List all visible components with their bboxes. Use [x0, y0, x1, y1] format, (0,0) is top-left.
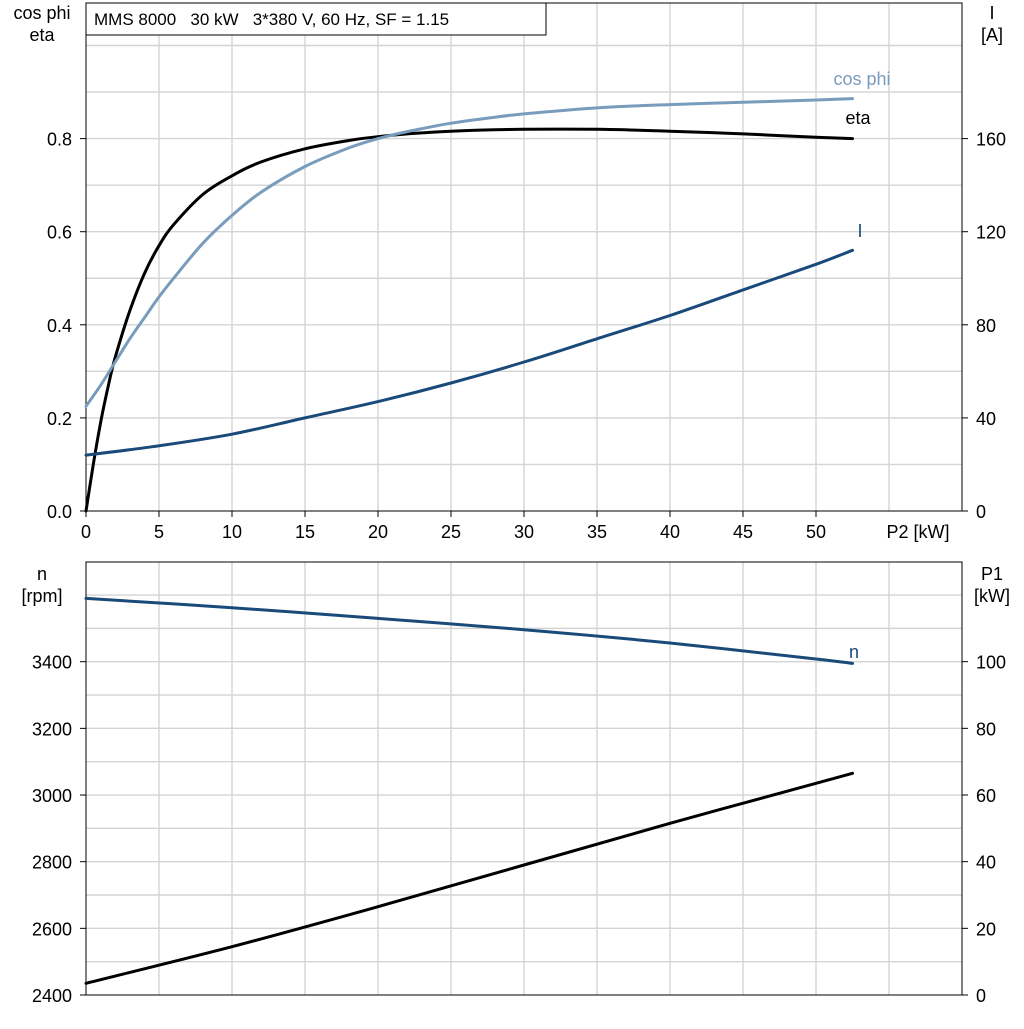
chart-2-ytick-label: 2400	[32, 986, 72, 1006]
chart-1-y-axis-title: cos phi	[13, 3, 70, 23]
chart-2-y2tick-label: 100	[976, 653, 1006, 673]
chart-2-y2-axis-title: P1	[981, 564, 1003, 584]
chart-1-y2tick-label: 40	[976, 409, 996, 429]
chart-1-ytick-label: 0.0	[47, 502, 72, 522]
chart-2-y-axis-title: [rpm]	[21, 586, 62, 606]
chart-2-y2tick-label: 0	[976, 986, 986, 1006]
chart-2-y-axis-title: n	[37, 564, 47, 584]
chart-1-x-axis-title: P2 [kW]	[886, 522, 949, 542]
chart-1-ytick-label: 0.6	[47, 223, 72, 243]
chart-1-y2tick-label: 120	[976, 223, 1006, 243]
chart-2-ytick-label: 2600	[32, 919, 72, 939]
chart-2-series-line-2	[84, 771, 854, 985]
chart-1-xtick-label: 50	[806, 522, 826, 542]
chart-1-series-label-eta: eta	[845, 108, 871, 128]
chart-2-y2tick-label: 60	[976, 786, 996, 806]
chart-1-y2-axis-title: [A]	[981, 25, 1003, 45]
chart-1-series-cos-phi	[84, 97, 854, 408]
chart-1-series-label-cos-phi: cos phi	[833, 69, 890, 89]
chart-1-y2-axis-title: I	[989, 3, 994, 23]
chart-1-ytick-label: 0.2	[47, 409, 72, 429]
chart-2-y2tick-label: 80	[976, 719, 996, 739]
chart-1-xtick-label: 20	[368, 522, 388, 542]
chart-1-xtick-label: 10	[222, 522, 242, 542]
chart-1-series-label-i: I	[857, 221, 862, 241]
chart-1-xtick-label: 25	[441, 522, 461, 542]
chart-1-xtick-label: 45	[733, 522, 753, 542]
chart-1-xtick-label: 30	[514, 522, 534, 542]
chart-1-xtick-label: 15	[295, 522, 315, 542]
chart-1-ytick-label: 0.8	[47, 130, 72, 150]
chart-2-ytick-label: 3000	[32, 786, 72, 806]
chart-2-ytick-label: 3200	[32, 719, 72, 739]
chart-1-xtick-label: 0	[81, 522, 91, 542]
chart-2-series-n	[84, 596, 854, 665]
chart-1-xtick-label: 40	[660, 522, 680, 542]
chart-1-title-box	[85, 2, 547, 36]
chart-2-y2tick-label: 20	[976, 919, 996, 939]
chart-2-ytick-label: 2800	[32, 853, 72, 873]
chart-1-y2tick-label: 160	[976, 130, 1006, 150]
chart-1-xtick-label: 5	[154, 522, 164, 542]
chart-1-y2tick-label: 80	[976, 316, 996, 336]
chart-1-series-eta	[84, 127, 854, 513]
chart-1-xtick-label: 35	[587, 522, 607, 542]
chart-1-y-axis-title: eta	[29, 25, 55, 45]
chart-2-series-label-n: n	[849, 642, 859, 662]
chart-2-ytick-label: 3400	[32, 653, 72, 673]
chart-2-plot-frame	[85, 561, 963, 996]
chart-1-y2tick-label: 0	[976, 502, 986, 522]
chart-1-ytick-label: 0.4	[47, 316, 72, 336]
chart-1-series-i	[84, 248, 854, 457]
chart-2-y2-axis-title: [kW]	[974, 586, 1010, 606]
chart-2-y2tick-label: 40	[976, 853, 996, 873]
chart-1-title: MMS 8000 30 kW 3*380 V, 60 Hz, SF = 1.15	[94, 10, 449, 29]
